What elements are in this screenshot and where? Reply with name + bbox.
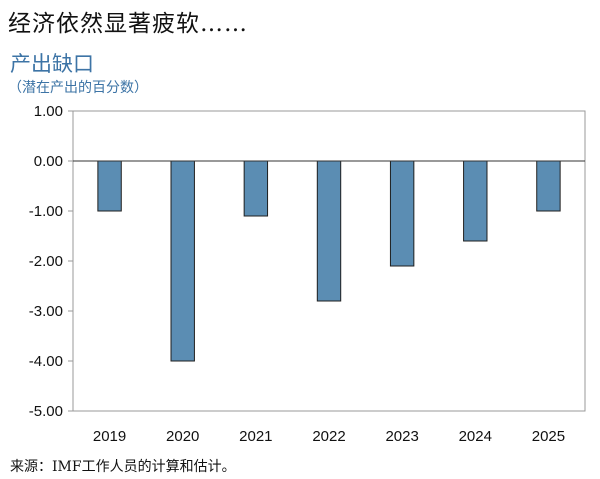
- chart-title: 产出缺口: [10, 52, 94, 76]
- bars-group: [97, 160, 561, 362]
- source-note: 来源：IMF工作人员的计算和估计。: [10, 459, 236, 475]
- y-tick-label: -3.00: [29, 303, 63, 320]
- bar-2023: [389, 160, 415, 267]
- x-tick-label-2025: 2025: [532, 428, 565, 445]
- y-tick-label: -2.00: [29, 253, 63, 270]
- y-tick-label: 1.00: [34, 103, 63, 120]
- bar-2025: [536, 160, 561, 212]
- chart-subtitle: （潜在产出的百分数）: [8, 80, 148, 96]
- x-tick-label-2021: 2021: [239, 428, 272, 445]
- bar-2021: [243, 160, 269, 217]
- bar-2022: [316, 160, 342, 302]
- x-axis: 2019 2020 2021 2022 2023 2024 2025: [93, 428, 565, 445]
- y-axis: 1.00 0.00 -1.00 -2.00 -3.00 -4.00 -5.00: [29, 103, 73, 420]
- x-tick-label-2024: 2024: [459, 428, 492, 445]
- y-tick-label: -5.00: [29, 403, 63, 420]
- bar-2019: [97, 160, 122, 212]
- x-tick-label-2019: 2019: [93, 428, 126, 445]
- y-tick-label: -1.00: [29, 203, 63, 220]
- slide-title: 经济依然显著疲软……: [8, 11, 248, 37]
- x-tick-label-2022: 2022: [312, 428, 345, 445]
- x-tick-label-2023: 2023: [385, 428, 418, 445]
- bar-2024: [463, 160, 488, 242]
- bar-2020: [170, 160, 195, 362]
- y-tick-label: -4.00: [29, 353, 63, 370]
- y-tick-label: 0.00: [34, 153, 63, 170]
- x-tick-label-2020: 2020: [166, 428, 199, 445]
